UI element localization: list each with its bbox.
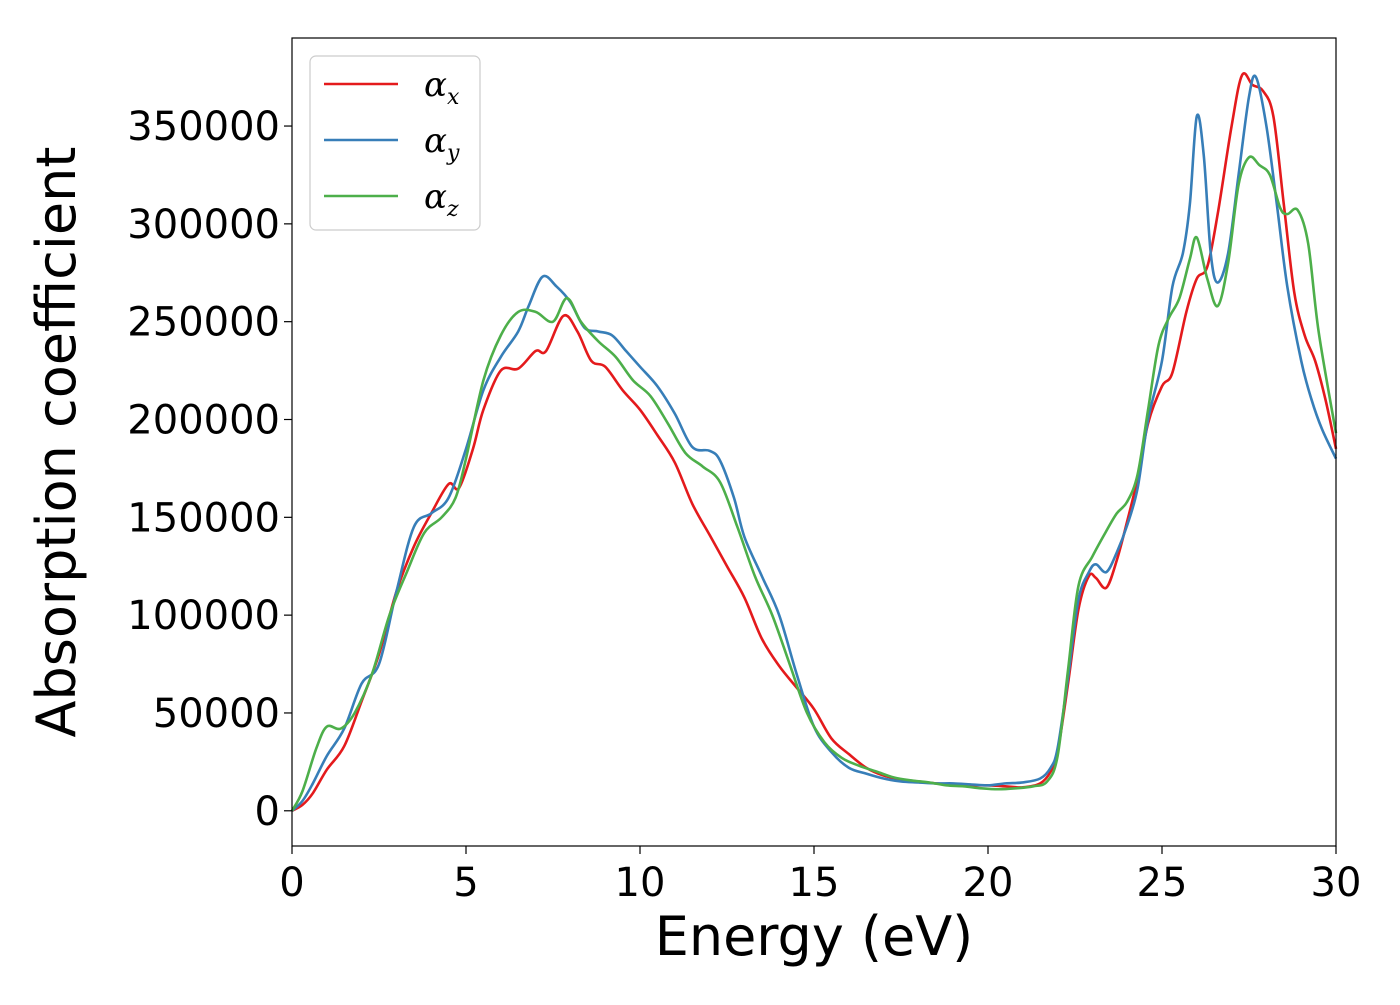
x-tick-label: 15: [789, 860, 840, 906]
tick-layer: 0 5 10 15 20 25 30 0 50000 100000 150000 200000 2500…: [127, 104, 1361, 906]
legend-label-alpha-x: αx: [424, 65, 460, 110]
series-line-alpha-z: [290, 155, 1338, 812]
x-axis-title: Energy (eV): [655, 905, 974, 968]
legend-box: [309, 55, 481, 231]
y-tick-label: 250000: [127, 300, 280, 346]
y-tick-label: 50000: [153, 691, 280, 737]
series-line-alpha-y: [291, 74, 1338, 812]
y-tick-label: 0: [255, 789, 280, 835]
x-tick-label: 20: [963, 860, 1014, 906]
y-tick-label: 350000: [127, 104, 280, 150]
x-tick-label: 0: [279, 860, 304, 906]
x-tick-label: 5: [453, 860, 478, 906]
x-tick-label: 10: [615, 860, 666, 906]
x-tick-label: 25: [1137, 860, 1188, 906]
plot-frame: [291, 37, 1337, 847]
x-tick-label: 30: [1311, 860, 1362, 906]
y-tick-label: 300000: [127, 202, 280, 248]
y-tick-label: 200000: [127, 398, 280, 444]
legend-label-alpha-y: αy: [424, 121, 460, 166]
y-tick-label: 100000: [127, 593, 280, 639]
y-axis-title: Absorption coefficient: [25, 147, 88, 738]
series-layer: [290, 72, 1338, 812]
y-tick-label: 150000: [127, 495, 280, 541]
